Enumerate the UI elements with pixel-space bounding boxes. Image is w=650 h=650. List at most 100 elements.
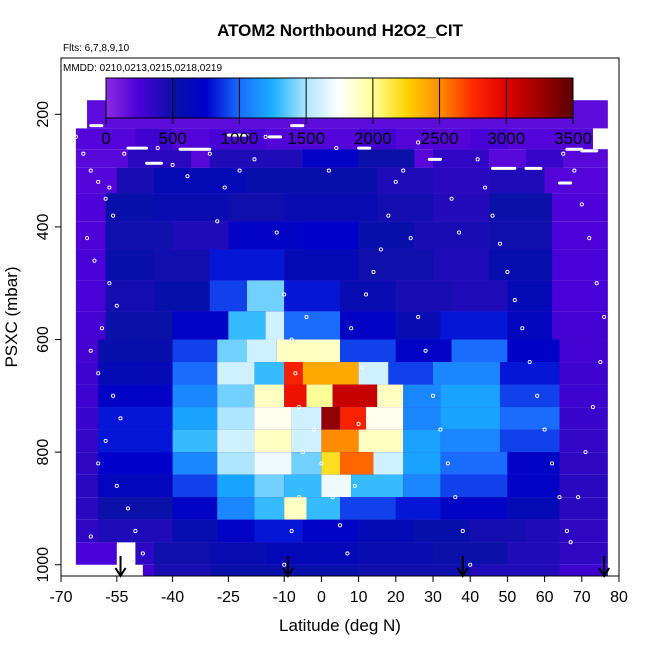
colorbar-ticks: 0 500 1000 1500 2000 2500 3000 3500: [101, 78, 592, 148]
heatmap-cell: [105, 249, 154, 281]
sample-point: [88, 534, 93, 539]
heatmap-cell: [395, 311, 441, 340]
heatmap-cell: [291, 407, 322, 430]
sample-point: [460, 528, 465, 534]
heatmap-cell: [284, 474, 322, 498]
sample-point: [114, 483, 119, 488]
sample-point: [88, 168, 93, 173]
y-axis-label: PSXC (mbar): [2, 266, 21, 367]
heatmap-cell: [254, 452, 292, 475]
heatmap-cell: [302, 221, 359, 250]
heatmap-cell: [98, 474, 173, 498]
heatmap-cell: [154, 564, 210, 576]
sample-point: [96, 461, 101, 466]
sample-point: [311, 427, 317, 432]
heatmap-cell: [395, 497, 441, 520]
heatmap-cell: [217, 452, 255, 475]
x-tick-label: 60: [536, 589, 554, 606]
heatmap-cell: [373, 452, 404, 475]
heatmap-cell: [340, 407, 367, 430]
heatmap-cell: [228, 193, 285, 222]
x-tick-label: 0: [317, 589, 326, 606]
heatmap-cell: [172, 452, 218, 475]
sample-point: [438, 427, 443, 432]
heatmap-cell: [265, 311, 285, 340]
sample-point: [207, 151, 212, 156]
heatmap-cell: [507, 542, 560, 565]
heatmap-cell: [321, 452, 340, 475]
heatmap-cell: [414, 519, 471, 543]
sample-point: [252, 157, 257, 162]
sample-point: [416, 314, 421, 320]
heatmap-cell: [499, 384, 560, 408]
heatmap-cell: [254, 519, 303, 543]
heatmap-cell: [470, 519, 526, 543]
sample-point: [103, 438, 108, 443]
heatmap-cell: [377, 193, 433, 222]
y-tick-label: 800: [35, 439, 52, 466]
y-tick-label: 1000: [35, 547, 52, 583]
heatmap-cell: [340, 339, 396, 363]
heatmap-cell: [358, 362, 389, 385]
heatmap-cell: [247, 280, 285, 312]
sample-point: [111, 393, 116, 398]
sample-point: [289, 337, 294, 342]
heatmap-cell: [209, 280, 247, 312]
heatmap-cell: [172, 407, 218, 430]
heatmap-cell: [284, 193, 378, 222]
heatmap-cell: [254, 429, 292, 453]
heatmap-cell: [440, 497, 508, 520]
sample-point: [475, 157, 480, 162]
heatmap-cell: [440, 407, 500, 430]
x-tick-label: 40: [461, 589, 479, 606]
heatmap-cell: [254, 497, 285, 520]
heatmap-cell: [172, 311, 229, 340]
heatmap-cell: [358, 542, 433, 565]
sample-point: [337, 523, 343, 528]
colorbar-tick-label: 3000: [487, 129, 525, 148]
heatmap-cell: [403, 429, 441, 453]
sample-point: [185, 174, 190, 179]
sample-point: [393, 179, 398, 184]
y-axis: 200 400 600 800 1000: [35, 101, 61, 583]
heatmap-cell: [302, 362, 359, 385]
heatmap-cell: [75, 542, 117, 565]
heatmap-cell: [306, 384, 333, 408]
sample-point: [215, 219, 220, 224]
sample-point: [579, 202, 584, 207]
heatmap-cell: [154, 249, 210, 281]
heatmap-cell: [98, 384, 173, 408]
x-axis: -70 -55 -40 -25 -10 0 10 20 30 40 50 60 70 80: [49, 576, 628, 606]
heatmap-cell: [488, 221, 553, 250]
heatmap-cell: [217, 429, 255, 453]
heatmap-cell: [254, 384, 285, 408]
heatmap-cell: [358, 564, 471, 576]
heatmap-cell: [154, 193, 229, 222]
heatmap-cell: [499, 362, 560, 385]
sample-point: [572, 168, 577, 173]
sample-point: [520, 326, 525, 331]
colorbar-tick-label: 500: [159, 129, 187, 148]
heatmap-cell: [105, 280, 154, 312]
heatmap-cell: [321, 474, 352, 498]
heatmap-cell: [321, 429, 359, 453]
flights-subtitle: Flts: 6,7,8,9,10: [63, 43, 130, 54]
sample-point: [289, 528, 294, 534]
heatmap-cell: [291, 452, 322, 475]
heatmap-cell: [526, 519, 560, 543]
heatmap-cell: [488, 167, 545, 194]
heatmap-cell: [302, 167, 378, 194]
colorbar-tick-label: 1500: [287, 129, 325, 148]
x-tick-label: -40: [161, 589, 184, 606]
heatmap-cell: [507, 339, 560, 363]
sample-point: [330, 495, 335, 500]
heatmap-cell: [217, 362, 255, 385]
heatmap-cell: [254, 362, 285, 385]
heatmap-cell: [284, 280, 340, 312]
heatmap-cell: [98, 452, 173, 475]
heatmap-cell: [507, 280, 553, 312]
heatmap-cell: [358, 519, 415, 543]
heatmap-cell: [499, 407, 560, 430]
sample-point: [155, 146, 160, 151]
colorbar-tick-label: 3500: [554, 129, 592, 148]
